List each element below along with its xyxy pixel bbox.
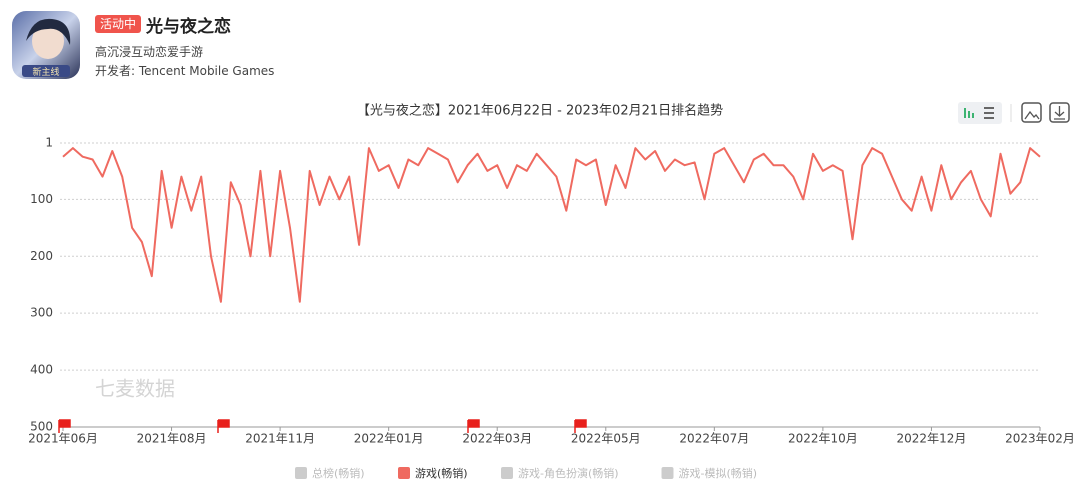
x-tick-label: 2023年02月 (1005, 432, 1075, 446)
image-button[interactable] (1021, 102, 1042, 123)
download-icon (1054, 106, 1065, 120)
app-header: 新主线 活动中 光与夜之恋 高沉浸互动恋爱手游 开发者: Tencent Mob… (0, 0, 1080, 90)
y-tick-label: 500 (30, 420, 53, 434)
x-tick-label: 2021年06月 (28, 432, 98, 446)
list-icon (984, 112, 994, 114)
y-tick-label: 200 (30, 249, 53, 263)
x-tick-label: 2022年01月 (354, 432, 424, 446)
list-icon (984, 117, 994, 119)
event-flag[interactable] (574, 419, 587, 433)
image-icon (1024, 110, 1040, 120)
y-tick-label: 400 (30, 363, 53, 377)
app-icon: 新主线 (12, 11, 80, 79)
y-tick-label: 1 (45, 136, 53, 150)
event-flag[interactable] (217, 419, 230, 433)
x-tick-label: 2022年12月 (897, 432, 967, 446)
app-subtitle: 高沉浸互动恋爱手游 (95, 45, 204, 59)
legend-label: 游戏(畅销) (415, 466, 468, 480)
legend-label: 总榜(畅销) (312, 466, 365, 480)
series-line (62, 147, 1041, 303)
download-button[interactable] (1049, 102, 1070, 123)
app-developer: 开发者: Tencent Mobile Games (95, 64, 275, 78)
x-tick-label: 2022年05月 (571, 432, 641, 446)
legend-swatch (398, 467, 410, 479)
x-tick-label: 2022年07月 (679, 432, 749, 446)
toolbar[interactable] (958, 102, 1070, 124)
bar-icon (964, 108, 966, 118)
list-icon (984, 107, 994, 109)
y-tick-label: 100 (30, 192, 53, 206)
event-flag[interactable] (58, 419, 71, 433)
legend-label: 游戏-模拟(畅销) (679, 466, 758, 480)
x-tick-label: 2021年08月 (137, 432, 207, 446)
x-tick-label: 2021年11月 (245, 432, 315, 446)
app-title: 光与夜之恋 (146, 17, 231, 37)
bar-icon (972, 113, 974, 118)
chart: 【光与夜之恋】2021年06月22日 - 2023年02月21日排名趋势 七麦数… (28, 102, 1075, 480)
svg-text:新主线: 新主线 (32, 66, 59, 78)
icon-art: 新主线 (12, 11, 80, 79)
bar-icon (968, 111, 970, 118)
chart-title: 【光与夜之恋】2021年06月22日 - 2023年02月21日排名趋势 (357, 103, 723, 119)
x-tick-label: 2022年03月 (462, 432, 532, 446)
legend-swatch (501, 467, 513, 479)
event-flags (58, 419, 587, 433)
status-badge: 活动中 (95, 15, 142, 33)
event-flag[interactable] (467, 419, 480, 433)
legend-swatch (295, 467, 307, 479)
y-tick-label: 300 (30, 306, 53, 320)
legend-label: 游戏-角色扮演(畅销) (518, 466, 619, 480)
legend-swatch (661, 467, 674, 479)
x-tick-label: 2022年10月 (788, 432, 858, 446)
watermark: 七麦数据 (95, 377, 175, 401)
